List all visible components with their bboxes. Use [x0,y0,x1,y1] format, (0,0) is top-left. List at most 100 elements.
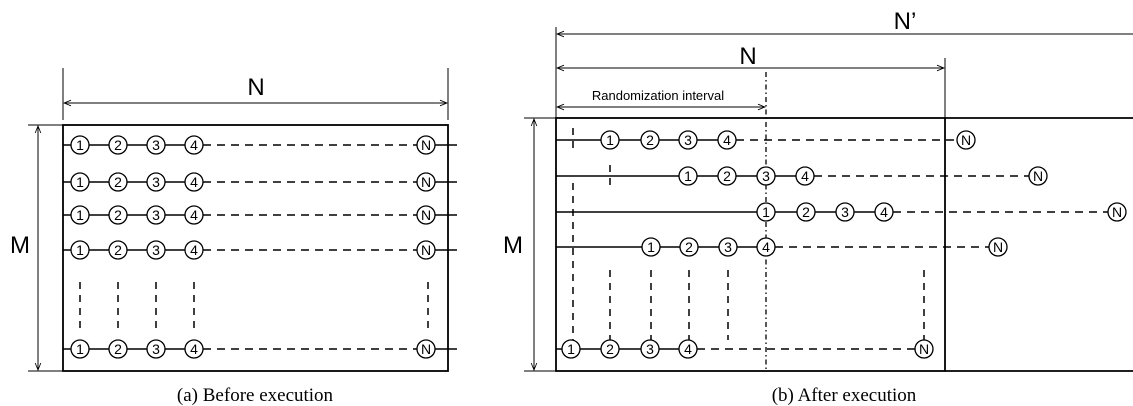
svg-text:N: N [961,132,971,148]
svg-text:4: 4 [801,168,809,184]
svg-text:2: 2 [114,341,122,357]
panel-a-row: 1 2 3 4 N [63,339,457,359]
svg-text:N: N [421,174,431,190]
panel-b-node-4: 4 [756,237,776,257]
svg-text:4: 4 [190,174,198,190]
panel-a-node-end: N [416,172,436,192]
dim-a-width-label: N [247,74,264,101]
svg-text:1: 1 [762,204,770,220]
panel-b-row: 1 2 3 4 N [556,237,1008,257]
panel-b-node-2: 2 [679,237,699,257]
panel-a-row: 1 2 3 4 N [63,135,457,155]
svg-text:4: 4 [190,207,198,223]
svg-text:3: 3 [684,132,692,148]
svg-text:2: 2 [114,174,122,190]
panel-a-row: 1 2 3 4 N [63,172,457,192]
panel-a-node-1: 1 [70,172,90,192]
svg-text:N: N [1112,204,1122,220]
panel-b-node-3: 3 [835,202,855,222]
panel-a-node-3: 3 [146,135,166,155]
dim-a-height-label: M [10,232,30,259]
panel-b-node-2: 2 [796,202,816,222]
panel-b-row: 1 2 3 4 N [556,130,976,150]
svg-text:2: 2 [114,137,122,153]
panel-b-node-4: 4 [874,202,894,222]
svg-text:N: N [421,242,431,258]
svg-text:3: 3 [152,242,160,258]
svg-text:3: 3 [762,168,770,184]
svg-text:1: 1 [76,174,84,190]
panel-a-node-end: N [416,339,436,359]
panel-b-node-4: 4 [717,130,737,150]
svg-text:3: 3 [152,174,160,190]
panel-b-node-1: 1 [641,237,661,257]
panel-b-box [555,117,946,372]
svg-text:N: N [421,137,431,153]
panel-a-node-2: 2 [108,205,128,225]
dim-b-width-label: N [739,43,756,70]
panel-a-node-1: 1 [70,240,90,260]
svg-text:N: N [1033,168,1043,184]
panel-b-row: 1 2 3 4 N [556,202,1127,222]
dim-b-height-label: M [503,232,523,259]
svg-text:N: N [421,341,431,357]
svg-text:3: 3 [724,239,732,255]
panel-a-row: 1 2 3 4 N [63,240,457,260]
svg-text:3: 3 [646,341,654,357]
panel-a-node-3: 3 [146,339,166,359]
panel-b-node-3: 3 [678,130,698,150]
panel-b-node-1: 1 [561,339,581,359]
panel-a-node-2: 2 [108,240,128,260]
panel-b-node-3: 3 [640,339,660,359]
svg-text:1: 1 [606,132,614,148]
panel-b-node-1: 1 [678,166,698,186]
svg-text:4: 4 [190,242,198,258]
panel-b-node-3: 3 [756,166,776,186]
panel-b-node-4: 4 [795,166,815,186]
panel-a-node-4: 4 [184,135,204,155]
panel-b-node-1: 1 [600,130,620,150]
svg-text:2: 2 [114,207,122,223]
caption-b: (b) After execution [772,385,917,406]
svg-text:4: 4 [880,204,888,220]
panel-a-node-end: N [416,240,436,260]
panel-a-node-1: 1 [70,339,90,359]
svg-text:4: 4 [762,239,770,255]
panel-b: N’ N Randomization interval M 1 2 3 4 N 1 2 3 4 N… [503,8,1133,406]
svg-text:N: N [919,341,929,357]
randomization-interval-label: Randomization interval [592,88,724,103]
svg-text:3: 3 [152,137,160,153]
panel-a: N M 1 2 3 4 N 1 2 3 4 N 1 2 3 4 N 1 2 3 4 N 1 2 3 4 N (a) Before… [10,68,457,406]
svg-text:1: 1 [76,242,84,258]
svg-text:1: 1 [76,341,84,357]
panel-b-node-end: N [1028,166,1048,186]
panel-a-node-1: 1 [70,205,90,225]
panel-b-node-4: 4 [678,339,698,359]
svg-text:N: N [993,239,1003,255]
dim-b-extended-label: N’ [894,8,917,35]
panel-a-node-2: 2 [108,339,128,359]
svg-text:2: 2 [685,239,693,255]
caption-a: (a) Before execution [177,385,334,406]
svg-text:3: 3 [152,341,160,357]
panel-b-node-2: 2 [717,166,737,186]
svg-text:1: 1 [684,168,692,184]
panel-a-node-4: 4 [184,339,204,359]
panel-a-node-4: 4 [184,172,204,192]
panel-b-row: 1 2 3 4 N [556,166,1048,186]
panel-b-rows: 1 2 3 4 N 1 2 3 4 N 1 2 3 4 N 1 2 3 4 N 1 2 3 4 N [556,130,1127,359]
panel-a-node-2: 2 [108,135,128,155]
svg-text:1: 1 [567,341,575,357]
svg-text:2: 2 [646,132,654,148]
panel-b-node-3: 3 [718,237,738,257]
panel-b-node-end: N [988,237,1008,257]
svg-text:4: 4 [723,132,731,148]
svg-text:1: 1 [76,137,84,153]
panel-a-node-1: 1 [70,135,90,155]
panel-b-node-end: N [956,130,976,150]
panel-a-node-end: N [416,205,436,225]
svg-text:1: 1 [76,207,84,223]
svg-text:4: 4 [190,137,198,153]
svg-text:4: 4 [190,341,198,357]
